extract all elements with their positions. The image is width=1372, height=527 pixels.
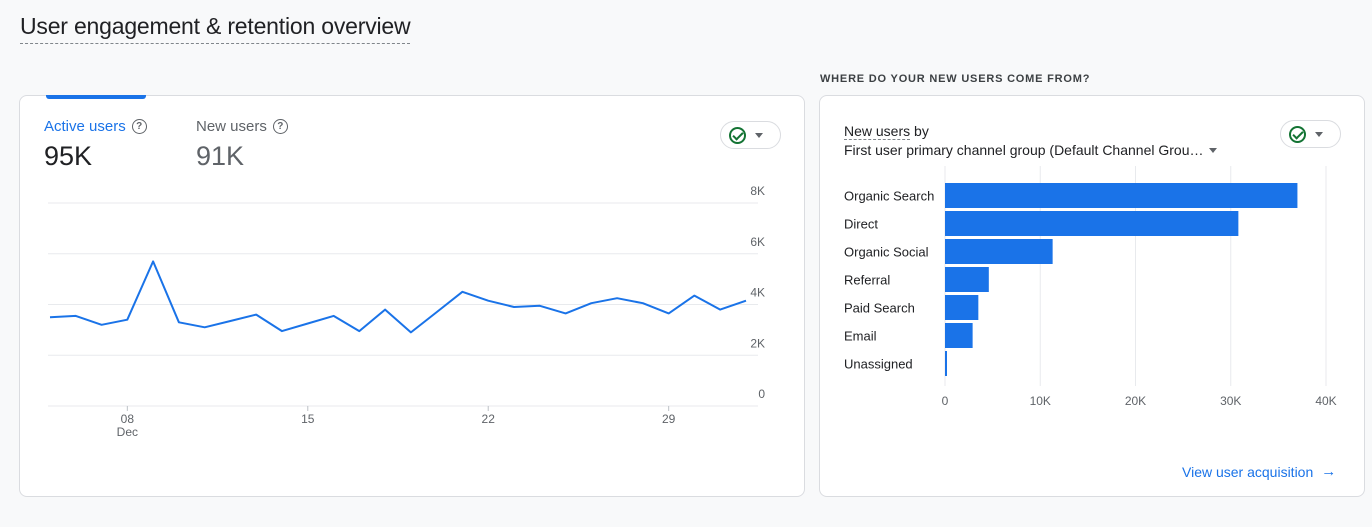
selected-tab-indicator <box>46 95 146 99</box>
dimension-dropdown[interactable]: First user primary channel group (Defaul… <box>844 142 1217 158</box>
dimension-label: First user primary channel group (Defaul… <box>844 142 1204 158</box>
metric-tab-active-users[interactable]: Active users ? 95K <box>44 118 147 172</box>
category-label: Organic Search <box>844 189 934 204</box>
bar <box>945 267 989 292</box>
bar <box>945 239 1053 264</box>
metric-tab-new-users[interactable]: New users ? 91K <box>196 118 288 172</box>
page-title[interactable]: User engagement & retention overview <box>20 13 411 44</box>
x-tick-label: 20K <box>1125 394 1146 408</box>
metric-value: 91K <box>196 141 245 171</box>
by-word: by <box>910 123 929 139</box>
x-tick-sublabel: Dec <box>117 425 138 439</box>
metric-label: Active users <box>44 118 126 135</box>
category-label: Direct <box>844 217 878 232</box>
link-label: View user acquisition <box>1182 463 1314 480</box>
metric-value: 95K <box>44 141 93 171</box>
x-tick-label: 15 <box>301 412 315 426</box>
bar <box>945 351 947 376</box>
y-tick-label: 8K <box>750 184 765 198</box>
new-users-card: New users by First user primary channel … <box>819 95 1365 497</box>
y-tick-label: 0 <box>758 387 765 401</box>
data-quality-dropdown[interactable] <box>1280 120 1341 148</box>
new-users-bar-chart: 0 10K 20K 30K 40K Organic Search Direct Organic… <box>844 166 1337 408</box>
help-circle-icon[interactable]: ? <box>131 119 147 134</box>
section-heading: WHERE DO YOUR NEW USERS COME FROM? <box>820 73 1091 85</box>
card-title: New users by <box>844 123 929 140</box>
caret-down-icon <box>1315 131 1323 137</box>
category-label: Unassigned <box>844 357 913 372</box>
category-label: Email <box>844 329 877 344</box>
y-tick-label: 2K <box>750 336 765 350</box>
x-tick-label: 0 <box>942 394 949 408</box>
category-label: Paid Search <box>844 301 915 316</box>
category-label: Referral <box>844 273 890 288</box>
bar <box>945 211 1239 236</box>
y-tick-label: 4K <box>750 286 765 300</box>
x-tick-label: 40K <box>1315 394 1336 408</box>
y-tick-label: 6K <box>750 235 765 249</box>
category-label: Organic Social <box>844 245 929 260</box>
metric-label: New users <box>196 118 267 135</box>
x-tick-label: 22 <box>482 412 496 426</box>
arrow-right-icon: → <box>1321 463 1337 480</box>
x-tick-label: 29 <box>662 412 676 426</box>
caret-down-icon <box>1208 147 1217 153</box>
x-tick-label: 08 <box>121 412 135 426</box>
x-tick-label: 10K <box>1030 394 1051 408</box>
bar <box>945 183 1298 208</box>
active-users-card: Active users ? 95K New users ? 91K 0 2K 4K… <box>19 95 805 497</box>
series-line-active-users <box>49 260 747 334</box>
data-quality-dropdown[interactable] <box>720 121 781 149</box>
x-tick-label: 30K <box>1220 394 1241 408</box>
metric-name-link[interactable]: New users <box>844 123 911 140</box>
bar <box>945 295 979 320</box>
check-circle-icon <box>1289 125 1306 143</box>
caret-down-icon <box>755 132 763 138</box>
check-circle-icon <box>729 126 746 144</box>
help-circle-icon[interactable]: ? <box>272 119 288 134</box>
bar <box>945 323 973 348</box>
view-user-acquisition-link[interactable]: View user acquisition → <box>1182 463 1336 480</box>
